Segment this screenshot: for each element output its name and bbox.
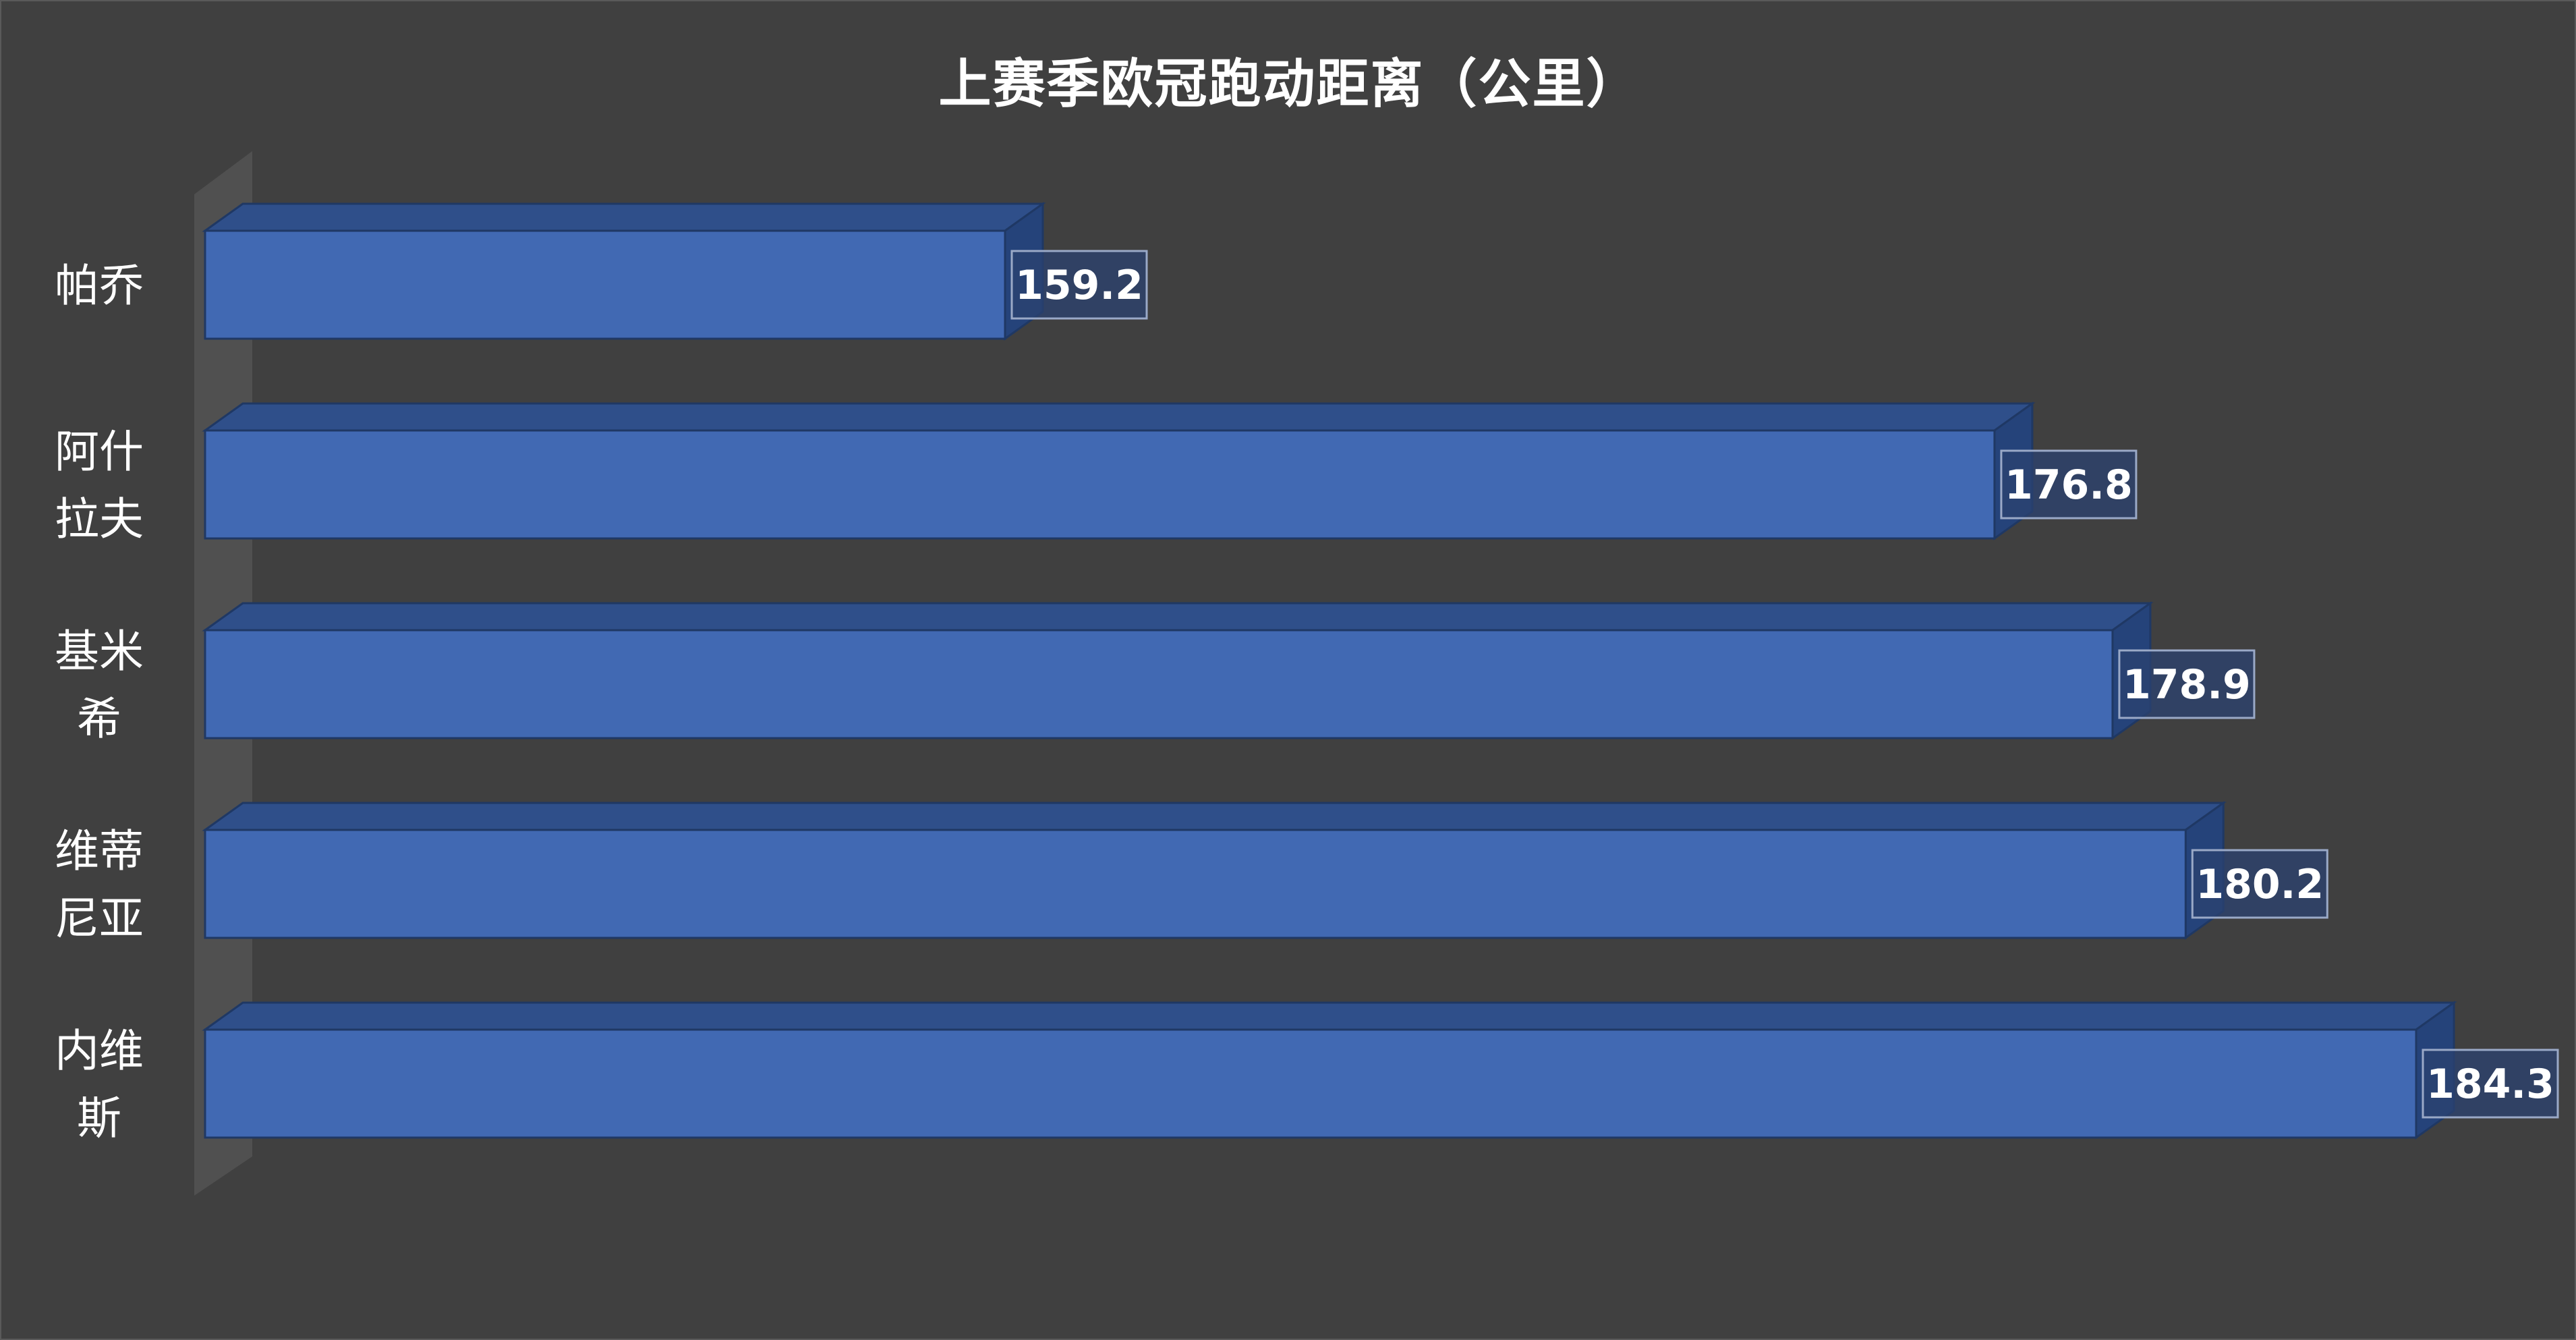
- category-label-line: 帕乔: [55, 260, 144, 312]
- category-label-line: 斯: [77, 1092, 121, 1144]
- bar-top-face: [202, 1001, 2457, 1031]
- bar: [202, 1001, 2457, 1140]
- category-label: 基米希: [55, 625, 144, 745]
- category-label-line: 维蒂: [55, 825, 144, 877]
- data-label-box: [1010, 250, 1148, 320]
- bar-front-face: [204, 629, 2114, 739]
- data-label: 159.2: [1010, 250, 1148, 320]
- category-label: 帕乔: [55, 260, 144, 312]
- category-label-line: 基米: [55, 625, 144, 677]
- bar-front-face: [204, 829, 2187, 939]
- bar: [202, 601, 2154, 740]
- category-label-line: 内维: [55, 1025, 144, 1077]
- bar-front-face: [204, 229, 1006, 340]
- data-label-box: [2191, 849, 2328, 919]
- data-label-text: 180.2: [2196, 861, 2324, 908]
- bar: [202, 801, 2227, 940]
- bar-top-face: [202, 802, 2227, 831]
- data-label: 176.8: [2000, 449, 2138, 520]
- category-label-line: 尼亚: [55, 893, 144, 945]
- data-label-box: [2422, 1049, 2559, 1119]
- data-label-box: [2000, 449, 2138, 520]
- category-label: 内维斯: [55, 1025, 144, 1144]
- data-label-text: 178.9: [2123, 661, 2251, 708]
- data-label-text: 184.3: [2426, 1061, 2554, 1108]
- bar-front-face: [204, 1028, 2417, 1139]
- bar-top-face: [202, 602, 2154, 632]
- bar-front-face: [204, 429, 1996, 540]
- chart-title: 上赛季欧冠跑动距离（公里）: [938, 54, 1640, 115]
- data-label-text: 176.8: [2005, 462, 2133, 509]
- category-label-line: 希: [77, 693, 121, 745]
- category-label-line: 阿什: [55, 426, 144, 478]
- category-label-line: 拉夫: [55, 493, 144, 545]
- data-label-box: [2118, 649, 2256, 719]
- data-label: 180.2: [2191, 849, 2328, 919]
- data-label-text: 159.2: [1015, 262, 1143, 309]
- bar-top-face: [202, 402, 2036, 432]
- bar: [202, 401, 2036, 540]
- bar-top-face: [202, 202, 1046, 232]
- data-label: 184.3: [2422, 1049, 2559, 1119]
- data-label: 178.9: [2118, 649, 2256, 719]
- bar: [202, 202, 1046, 341]
